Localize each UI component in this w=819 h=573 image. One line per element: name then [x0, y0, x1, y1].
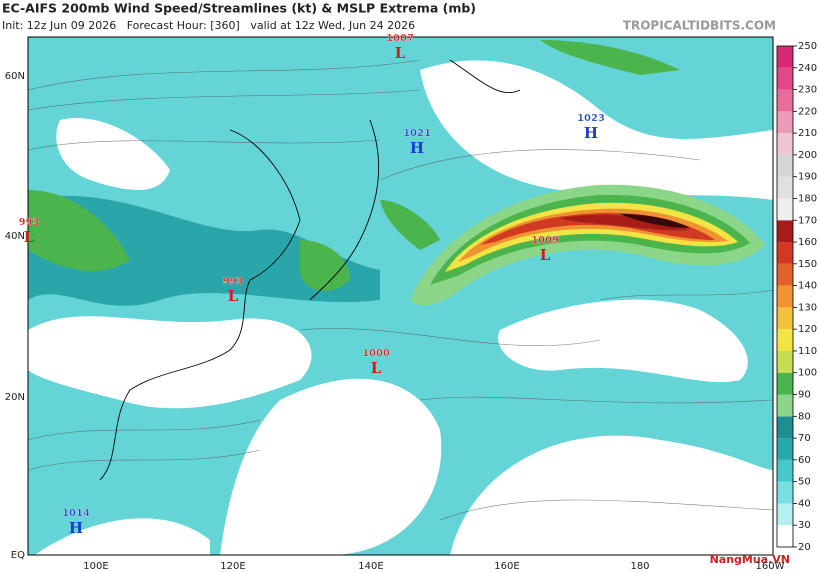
watermark: NangMua.VN — [710, 553, 790, 566]
colorbar-segment — [777, 350, 793, 373]
pressure-value: 1023 — [577, 113, 605, 124]
colorbar-label: 50 — [798, 477, 811, 488]
colorbar-label: 80 — [798, 411, 811, 422]
pressure-value: 993 — [223, 276, 244, 287]
colorbar-segment — [777, 220, 793, 243]
colorbar-segment — [777, 503, 793, 526]
pressure-letter: H — [584, 124, 598, 142]
lon-label: 100E — [83, 561, 108, 572]
map-frame — [27, 36, 774, 556]
colorbar-segment — [777, 198, 793, 221]
pressure-letter: L — [371, 359, 382, 377]
colorbar-segment — [777, 133, 793, 155]
colorbar-label: 90 — [798, 390, 811, 401]
lat-label: 20N — [5, 392, 25, 403]
colorbar-label: 180 — [798, 193, 817, 204]
colorbar-segment — [777, 329, 793, 351]
lon-label: 140E — [358, 561, 383, 572]
colorbar-segment — [777, 154, 793, 177]
pressure-value: 1021 — [403, 128, 431, 139]
pressure-letter: H — [410, 139, 424, 157]
pressure-letter: L — [395, 44, 406, 62]
colorbar-label: 40 — [798, 498, 811, 509]
colorbar-segment — [777, 481, 793, 504]
colorbar-label: 210 — [798, 128, 817, 139]
colorbar-segment — [777, 525, 793, 547]
colorbar-label: 120 — [798, 324, 817, 335]
colorbar-label: 150 — [798, 259, 817, 270]
lon-label: 160E — [494, 561, 519, 572]
lat-label: EQ — [11, 550, 25, 561]
colorbar-frame — [776, 45, 794, 548]
colorbar-label: 250 — [798, 41, 817, 52]
colorbar-segment — [777, 459, 793, 482]
colorbar-label: 100 — [798, 368, 817, 379]
pressure-value: 1000 — [362, 348, 390, 359]
pressure-value: 1014 — [62, 508, 90, 519]
colorbar-segment — [777, 176, 793, 199]
colorbar-segment — [777, 263, 793, 286]
pressure-value: 1007 — [386, 33, 414, 44]
lat-label: 60N — [5, 71, 25, 82]
colorbar-label: 160 — [798, 237, 817, 248]
pressure-letter: L — [228, 287, 239, 305]
colorbar-segment — [777, 242, 793, 264]
pressure-value: 993 — [19, 217, 40, 228]
colorbar-segment — [777, 307, 793, 330]
map-field — [28, 37, 773, 555]
colorbar-segment — [777, 416, 793, 439]
lon-label: 160W — [756, 561, 785, 572]
colorbar-label: 240 — [798, 63, 817, 74]
colorbar-segment — [777, 111, 793, 134]
colorbar-segment — [777, 372, 793, 395]
brand: TROPICALTIDBITS.COM — [623, 19, 776, 33]
colorbar-label: 60 — [798, 455, 811, 466]
colorbar-segment — [777, 438, 793, 460]
colorbar-label: 110 — [798, 346, 817, 357]
pressure-letter: H — [69, 519, 83, 537]
colorbar-label: 140 — [798, 281, 817, 292]
pressure-letter: L — [540, 246, 551, 264]
lon-label: 180 — [630, 561, 649, 572]
colorbar-label: 20 — [798, 542, 811, 553]
colorbar-label: 220 — [798, 106, 817, 117]
colorbar-label: 130 — [798, 302, 817, 313]
colorbar-label: 190 — [798, 172, 817, 183]
colorbar-segment — [777, 285, 793, 308]
colorbar-label: 230 — [798, 85, 817, 96]
lat-label: 40N — [5, 231, 25, 242]
colorbar-label: 170 — [798, 215, 817, 226]
map-title: EC-AIFS 200mb Wind Speed/Streamlines (kt… — [2, 1, 476, 16]
colorbar-label: 30 — [798, 520, 811, 531]
pressure-letter: L — [24, 228, 35, 246]
colorbar-segment — [777, 89, 793, 112]
colorbar-label: 200 — [798, 150, 817, 161]
colorbar-segment — [777, 67, 793, 90]
pressure-value: 1009 — [531, 235, 559, 246]
colorbar-segment — [777, 46, 793, 68]
colorbar-label: 70 — [798, 433, 811, 444]
colorbar-segment — [777, 394, 793, 417]
map-subtitle: Init: 12z Jun 09 2026 Forecast Hour: [36… — [2, 19, 415, 32]
lon-label: 120E — [220, 561, 245, 572]
